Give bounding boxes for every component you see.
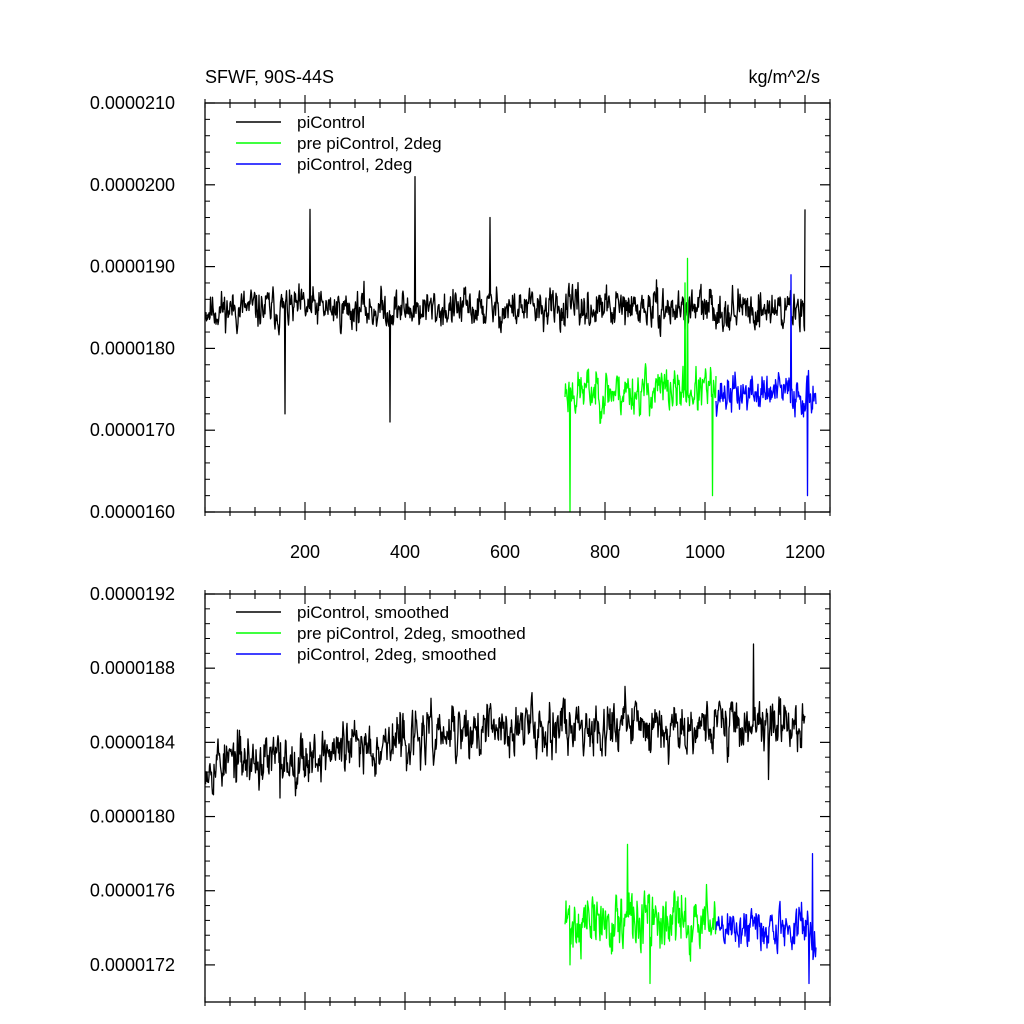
- plot-frame: [204, 593, 831, 1003]
- legend: piControl pre piControl, 2deg piControl, 2…: [236, 113, 442, 174]
- y-tick-label: 0.0000210: [90, 93, 175, 113]
- legend-label: piControl, 2deg: [297, 155, 412, 174]
- series-line: [715, 852, 817, 985]
- legend-label: pre piControl, 2deg: [297, 134, 442, 153]
- legend-label: piControl, 2deg, smoothed: [297, 645, 496, 664]
- y-tick-label: 0.0000172: [90, 955, 175, 975]
- y-tick-label: 0.0000184: [90, 732, 175, 752]
- x-tick-label: 600: [490, 542, 520, 562]
- y-tick-label: 0.0000176: [90, 881, 175, 901]
- x-tick-label: 200: [290, 542, 320, 562]
- axes: 0.0000172 0.0000176 0.0000180 0.0000184 0.00…: [90, 584, 831, 1010]
- y-tick-label: 0.0000180: [90, 338, 175, 358]
- bottom-panel: 0.0000172 0.0000176 0.0000180 0.0000184 0.00…: [90, 584, 831, 1010]
- y-tick-label: 0.0000188: [90, 658, 175, 678]
- y-tick-label: 0.0000160: [90, 502, 175, 522]
- x-tick-label: 1000: [685, 542, 725, 562]
- legend-label: piControl, smoothed: [297, 603, 449, 622]
- chart-units: kg/m^2/s: [749, 67, 820, 87]
- series-group: [204, 643, 817, 985]
- axes: 0.0000160 0.0000170 0.0000180 0.0000190 0.00…: [90, 93, 831, 562]
- series-line: [564, 257, 717, 513]
- series-line: [204, 643, 806, 799]
- legend-label: piControl: [297, 113, 365, 132]
- legend: piControl, smoothed pre piControl, 2deg, …: [236, 603, 526, 664]
- top-panel: SFWF, 90S-44S kg/m^2/s 0.0000160 0.000017…: [90, 67, 831, 562]
- series-line: [715, 274, 817, 497]
- series-line: [204, 175, 806, 423]
- y-tick-label: 0.0000192: [90, 584, 175, 604]
- plot-frame: [204, 102, 831, 513]
- chart-title: SFWF, 90S-44S: [205, 67, 334, 87]
- y-tick-label: 0.0000190: [90, 257, 175, 277]
- x-tick-label: 400: [390, 542, 420, 562]
- y-tick-label: 0.0000180: [90, 807, 175, 827]
- y-tick-label: 0.0000170: [90, 420, 175, 440]
- y-tick-label: 0.0000200: [90, 175, 175, 195]
- series-group: [204, 175, 817, 513]
- x-tick-label: 1200: [785, 542, 825, 562]
- series-line: [564, 843, 717, 985]
- x-tick-label: 800: [590, 542, 620, 562]
- legend-label: pre piControl, 2deg, smoothed: [297, 624, 526, 643]
